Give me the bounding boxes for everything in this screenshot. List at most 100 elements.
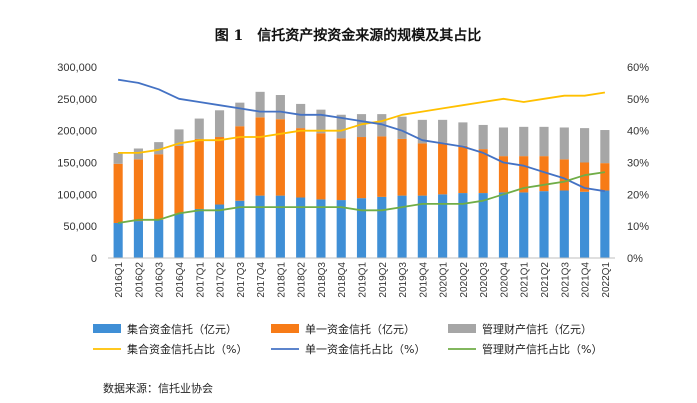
bar-2-segment (600, 163, 610, 191)
bar-2-segment (316, 133, 326, 200)
x-tick-label: 2020Q2 (459, 262, 470, 298)
bar-2-segment (174, 145, 184, 214)
legend-swatch (448, 324, 476, 333)
bar-2-segment (296, 128, 306, 198)
bar-2-segment (559, 159, 569, 191)
line-series-3 (117, 171, 606, 224)
right-axis-ticks: 0% 10% 20% 30% 40% 50% 60% (627, 62, 649, 265)
x-tick-label: 2021Q1 (520, 262, 531, 298)
legend-swatch (93, 324, 121, 333)
bar-2-segment (397, 138, 407, 196)
bar-1-segment (316, 199, 326, 258)
bar-3-segment (316, 109, 326, 134)
bar-1-segment (458, 193, 468, 258)
bar-1-segment (397, 195, 407, 258)
x-tick-label: 2019Q3 (398, 262, 409, 298)
bar-1-segment (133, 221, 143, 258)
bar-2-segment (194, 138, 204, 209)
bar-3-segment (600, 130, 610, 164)
bar-2-segment (458, 145, 468, 194)
bar-2-segment (154, 154, 164, 220)
bar-2-segment (133, 159, 143, 222)
left-tick-label: 300,000 (57, 62, 97, 74)
bar-1-segment (275, 195, 285, 258)
left-axis-ticks: 0 50,000 100,000 150,000 200,000 250,000 300,0… (57, 62, 97, 265)
bar-1-segment (154, 219, 164, 258)
bar-3-segment (417, 119, 427, 144)
bar-1-segment (377, 196, 387, 258)
bar-1-segment (539, 191, 549, 258)
bar-2-segment (417, 143, 427, 196)
bar-3-segment (214, 110, 225, 138)
bar-1-segment (478, 193, 488, 258)
bar-1-segment (336, 200, 346, 258)
x-tick-label: 2016Q1 (114, 262, 125, 298)
right-tick-label: 0% (627, 253, 643, 265)
bar-2-segment (519, 156, 529, 193)
x-tick-label: 2018Q1 (276, 262, 287, 298)
bar-3-segment (478, 124, 488, 150)
bar-3-segment (113, 152, 123, 164)
bar-3-segment (154, 142, 164, 155)
bar-3-segment (336, 114, 346, 139)
x-tick-label: 2017Q4 (256, 262, 267, 298)
legend-label: 集合资金信托（亿元） (127, 322, 237, 336)
bar-3-segment (235, 102, 245, 127)
bar-1-segment (417, 195, 427, 258)
bar-3-segment (255, 91, 265, 118)
bar-3-segment (194, 118, 204, 139)
bar-2-segment (438, 142, 448, 195)
bar-3-segment (559, 127, 569, 160)
x-tick-label: 2017Q1 (195, 262, 206, 298)
x-tick-label: 2020Q3 (479, 262, 490, 298)
bar-1-segment (113, 222, 123, 258)
bar-3-segment (377, 114, 387, 137)
x-tick-label: 2016Q3 (155, 262, 166, 298)
legend-label: 单一资金信托（亿元） (305, 322, 415, 336)
bar-3-segment (356, 114, 367, 138)
legend-label: 集合资金信托占比（%） (127, 342, 247, 356)
bar-1-segment (356, 198, 367, 258)
bar-1-segment (174, 213, 184, 258)
x-tick-label: 2021Q4 (581, 262, 592, 298)
bar-1-segment (580, 191, 590, 258)
legend: 集合资金信托（亿元） 单一资金信托（亿元） 管理财产信托（亿元） 集合资金信托占比（%… (93, 322, 602, 356)
bar-3-segment (458, 122, 468, 146)
bar-2-segment (356, 137, 367, 199)
right-tick-label: 20% (627, 189, 649, 201)
bar-1-segment (600, 190, 610, 258)
bar-2-segment (336, 138, 346, 201)
x-tick-label: 2018Q3 (317, 262, 328, 298)
bar-2-segment (235, 126, 245, 201)
left-tick-label: 200,000 (57, 126, 97, 138)
bar-3-segment (296, 103, 306, 129)
x-tick-label: 2017Q3 (236, 262, 247, 298)
bar-1-segment (296, 197, 306, 258)
bar-2-segment (498, 156, 509, 193)
bar-3-segment (498, 127, 509, 157)
x-tick-label: 2020Q4 (499, 262, 510, 298)
bar-3-segment (519, 126, 529, 157)
legend-label: 单一资金信托占比（%） (305, 342, 425, 356)
bar-3-segment (438, 119, 448, 143)
lines-group (117, 78, 606, 224)
bar-2-segment (539, 156, 549, 192)
bar-1-segment (235, 200, 245, 258)
bar-2-segment (377, 136, 387, 197)
left-tick-label: 250,000 (57, 94, 97, 106)
bar-2-segment (275, 119, 285, 196)
bar-1-segment (498, 192, 509, 258)
right-tick-label: 30% (627, 158, 649, 170)
bar-2-segment (580, 162, 590, 192)
x-tick-label: 2019Q4 (418, 262, 429, 298)
x-tick-label: 2021Q3 (560, 262, 571, 298)
bar-3-segment (397, 116, 407, 139)
x-tick-label: 2016Q2 (134, 262, 145, 298)
bar-2-segment (255, 117, 265, 196)
bar-1-segment (255, 195, 265, 258)
bar-3-segment (133, 148, 143, 160)
legend-swatch (271, 324, 299, 333)
x-tick-label: 2018Q4 (337, 262, 348, 298)
x-tick-label: 2017Q2 (216, 262, 227, 298)
